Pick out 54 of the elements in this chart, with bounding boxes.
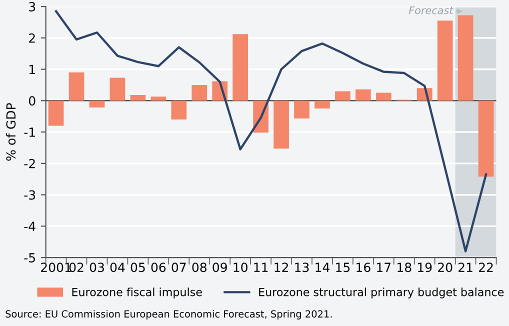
bar [356, 89, 371, 101]
x-tick-label: 14 [316, 262, 330, 272]
x-tick-label: 17 [377, 262, 391, 272]
bar [335, 91, 350, 101]
bar [68, 72, 84, 101]
y-tick-label: -2 [24, 158, 35, 168]
bar [376, 92, 392, 101]
x-tick-label: 13 [295, 262, 309, 272]
y-axis-title: % of GDP [6, 103, 16, 161]
x-tick-label: 12 [274, 262, 288, 272]
bar [150, 96, 166, 101]
bar [294, 100, 310, 119]
x-tick-label: 16 [356, 262, 370, 272]
y-tick-label: -3 [24, 190, 36, 200]
bar [48, 100, 64, 126]
bar [458, 15, 474, 101]
x-tick-label: 10 [234, 262, 248, 272]
x-tick-label: 11 [254, 262, 268, 272]
x-tick-label: 03 [90, 262, 104, 272]
band-label: Forecast [408, 6, 454, 14]
y-tick-label: 2 [29, 33, 35, 43]
bar [314, 100, 330, 108]
bar [192, 84, 208, 101]
y-tick-label: -5 [24, 253, 35, 262]
bar [274, 100, 289, 149]
x-tick-label: 02 [69, 262, 84, 272]
legend-label: Eurozone structural primary budget balance [259, 288, 504, 298]
x-tick-label: 07 [172, 262, 186, 272]
x-tick-label: 06 [151, 262, 166, 272]
legend-label: Eurozone fiscal impulse [72, 288, 202, 298]
x-tick-label: 20 [438, 262, 452, 272]
source-note: Source: EU Commission European Economic Forecast, Spring 2021. [6, 310, 332, 320]
x-tick-label: 15 [336, 262, 350, 272]
x-tick-label: 22 [479, 262, 493, 272]
y-tick-label: 1 [30, 64, 35, 74]
x-tick-label: 2001 [41, 262, 71, 272]
x-tick-label: 09 [212, 262, 227, 272]
y-tick-label: -1 [24, 128, 35, 137]
bar [437, 20, 453, 101]
x-tick-label: 18 [398, 262, 412, 272]
bar [478, 100, 494, 177]
bar [130, 95, 146, 101]
x-tick-label: 21 [458, 262, 472, 272]
y-tick-label: -4 [24, 222, 36, 231]
bar [110, 78, 126, 101]
x-tick-label: 05 [130, 262, 145, 272]
y-tick-label: 0 [28, 96, 36, 106]
bar [171, 100, 187, 120]
bar [89, 100, 105, 108]
x-tick-label: 08 [192, 262, 206, 272]
bar [232, 34, 248, 101]
x-tick-label: 19 [418, 262, 432, 272]
x-tick-label: 04 [110, 262, 125, 272]
y-tick-label: 3 [29, 2, 36, 12]
